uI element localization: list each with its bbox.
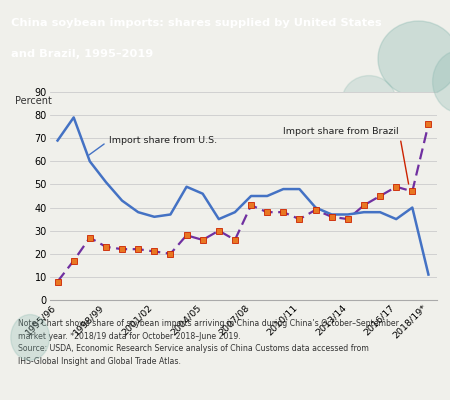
Text: Note: Chart shows share of soybean imports arriving in China during China’s Octo: Note: Chart shows share of soybean impor… [18,319,399,366]
Ellipse shape [342,76,396,126]
Ellipse shape [11,314,50,360]
Text: and Brazil, 1995–2019: and Brazil, 1995–2019 [11,49,153,59]
Text: Import share from U.S.: Import share from U.S. [89,136,217,155]
Ellipse shape [378,21,450,97]
Text: Import share from Brazil: Import share from Brazil [284,126,409,184]
Ellipse shape [432,50,450,113]
Text: China soybean imports: shares supplied by United States: China soybean imports: shares supplied b… [11,18,382,28]
Text: Percent: Percent [15,96,52,106]
